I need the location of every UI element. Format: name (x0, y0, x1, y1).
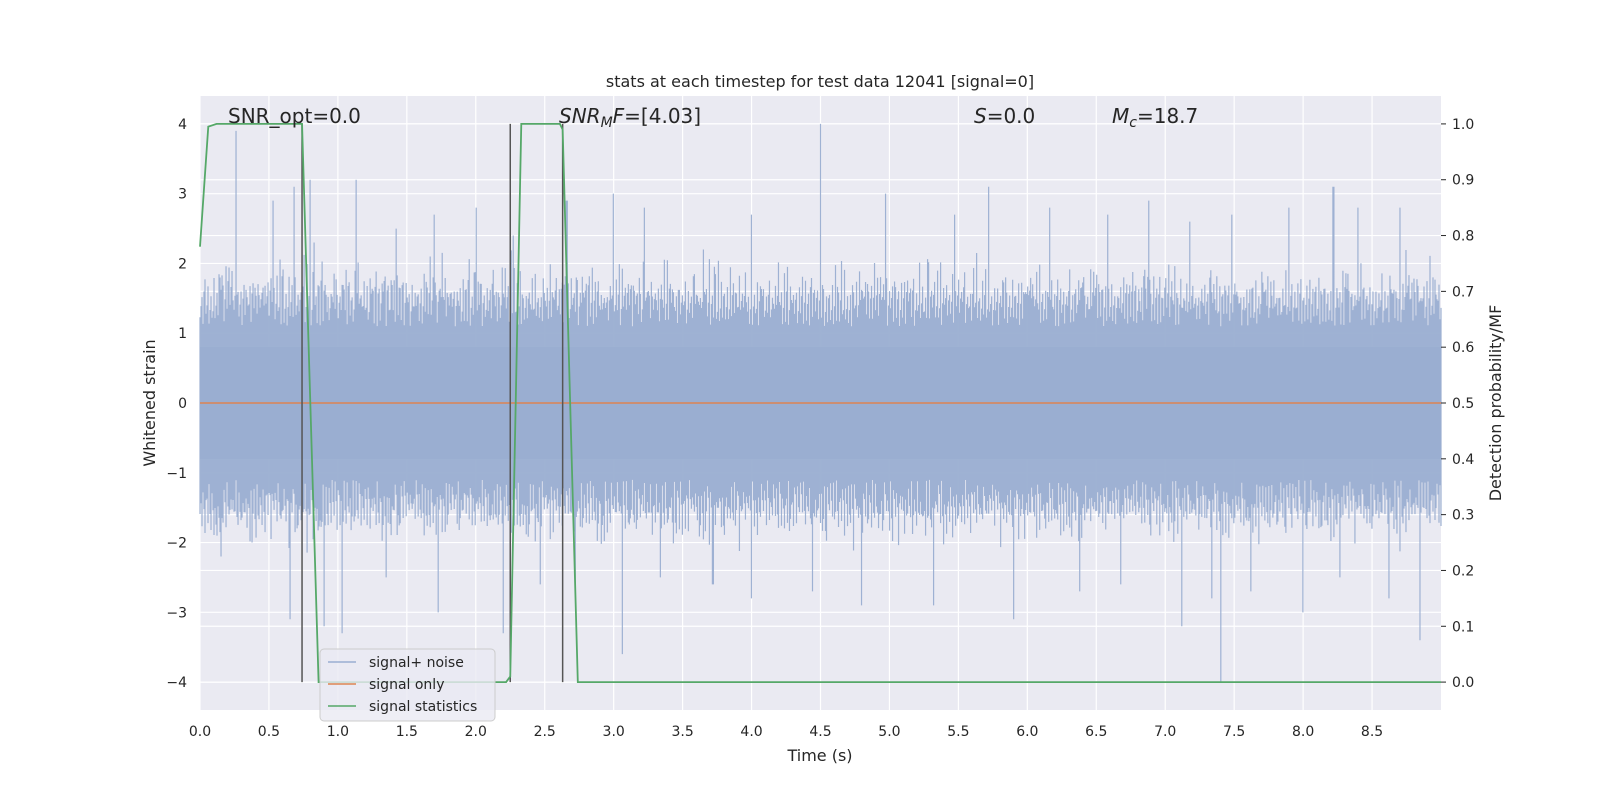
y-tick-label-right: 0.5 (1452, 396, 1474, 412)
x-tick-label: 2.5 (534, 724, 556, 740)
y-tick-label-right: 1.0 (1452, 117, 1474, 133)
y-axis-label-right: Detection probability/MF (1486, 305, 1505, 502)
y-tick-label-left: 3 (178, 187, 187, 203)
y-tick-label-left: 4 (178, 117, 187, 133)
chart-title: stats at each timestep for test data 120… (606, 72, 1034, 91)
x-tick-label: 1.0 (327, 724, 349, 740)
x-tick-label: 2.0 (465, 724, 487, 740)
x-tick-label: 7.0 (1154, 724, 1176, 740)
x-tick-label: 8.0 (1292, 724, 1314, 740)
x-tick-label: 1.5 (396, 724, 418, 740)
y-tick-label-right: 0.7 (1452, 284, 1474, 300)
x-tick-label: 5.5 (947, 724, 969, 740)
y-tick-label-left: −1 (166, 466, 187, 482)
legend-label-signal-only: signal only (369, 677, 444, 693)
x-axis-label: Time (s) (786, 746, 852, 765)
y-tick-label-left: −4 (166, 675, 187, 691)
y-tick-label-right: 0.1 (1452, 619, 1474, 635)
annotation-snr-mf: SNRMF=[4.03] (559, 104, 701, 131)
y-tick-label-left: 2 (178, 256, 187, 272)
y-tick-label-right: 0.6 (1452, 340, 1474, 356)
x-tick-label: 0.0 (189, 724, 211, 740)
x-tick-label: 3.0 (603, 724, 625, 740)
signal-statistics-line (199, 123, 1441, 683)
legend-box (319, 648, 496, 722)
x-tick-label: 5.0 (878, 724, 900, 740)
y-tick-label-right: 0.4 (1452, 452, 1474, 468)
x-tick-label: 4.5 (809, 724, 831, 740)
y-tick-label-right: 0.3 (1452, 508, 1474, 524)
x-tick-label: 8.5 (1361, 724, 1383, 740)
legend: signal+ noise signal only signal statist… (319, 648, 496, 722)
series-signal-statistics (199, 123, 1441, 683)
y-axis-label-left: Whitened strain (140, 339, 159, 466)
y-tick-label-right: 0.8 (1452, 229, 1474, 245)
x-tick-label: 6.0 (1016, 724, 1038, 740)
y-tick-label-left: 1 (178, 326, 187, 342)
annotation-snr-opt: SNR_opt=0.0 (228, 104, 361, 128)
y-tick-label-right: 0.9 (1452, 173, 1474, 189)
legend-label-signal-plus-noise: signal+ noise (369, 655, 464, 671)
y-tick-label-left: −3 (166, 605, 187, 621)
vertical-markers (301, 123, 564, 683)
y-tick-label-left: 0 (178, 396, 187, 412)
x-tick-label: 4.0 (740, 724, 762, 740)
tick-labels: 0.0 0.5 1.0 1.5 2.0 2.5 3.0 3.5 4.0 4.5 5.0 5.5 6.0 6… (166, 117, 1474, 740)
x-tick-label: 0.5 (258, 724, 280, 740)
x-tick-label: 3.5 (671, 724, 693, 740)
y-tick-label-right: 0.2 (1452, 563, 1474, 579)
y-tick-label-right: 0.0 (1452, 675, 1474, 691)
annotation-mc: Mc=18.7 (1112, 104, 1198, 131)
y-tick-label-left: −2 (166, 536, 187, 552)
legend-label-signal-statistics: signal statistics (369, 699, 477, 715)
x-tick-label: 7.5 (1223, 724, 1245, 740)
annotation-s: S=0.0 (974, 104, 1035, 128)
x-tick-label: 6.5 (1085, 724, 1107, 740)
